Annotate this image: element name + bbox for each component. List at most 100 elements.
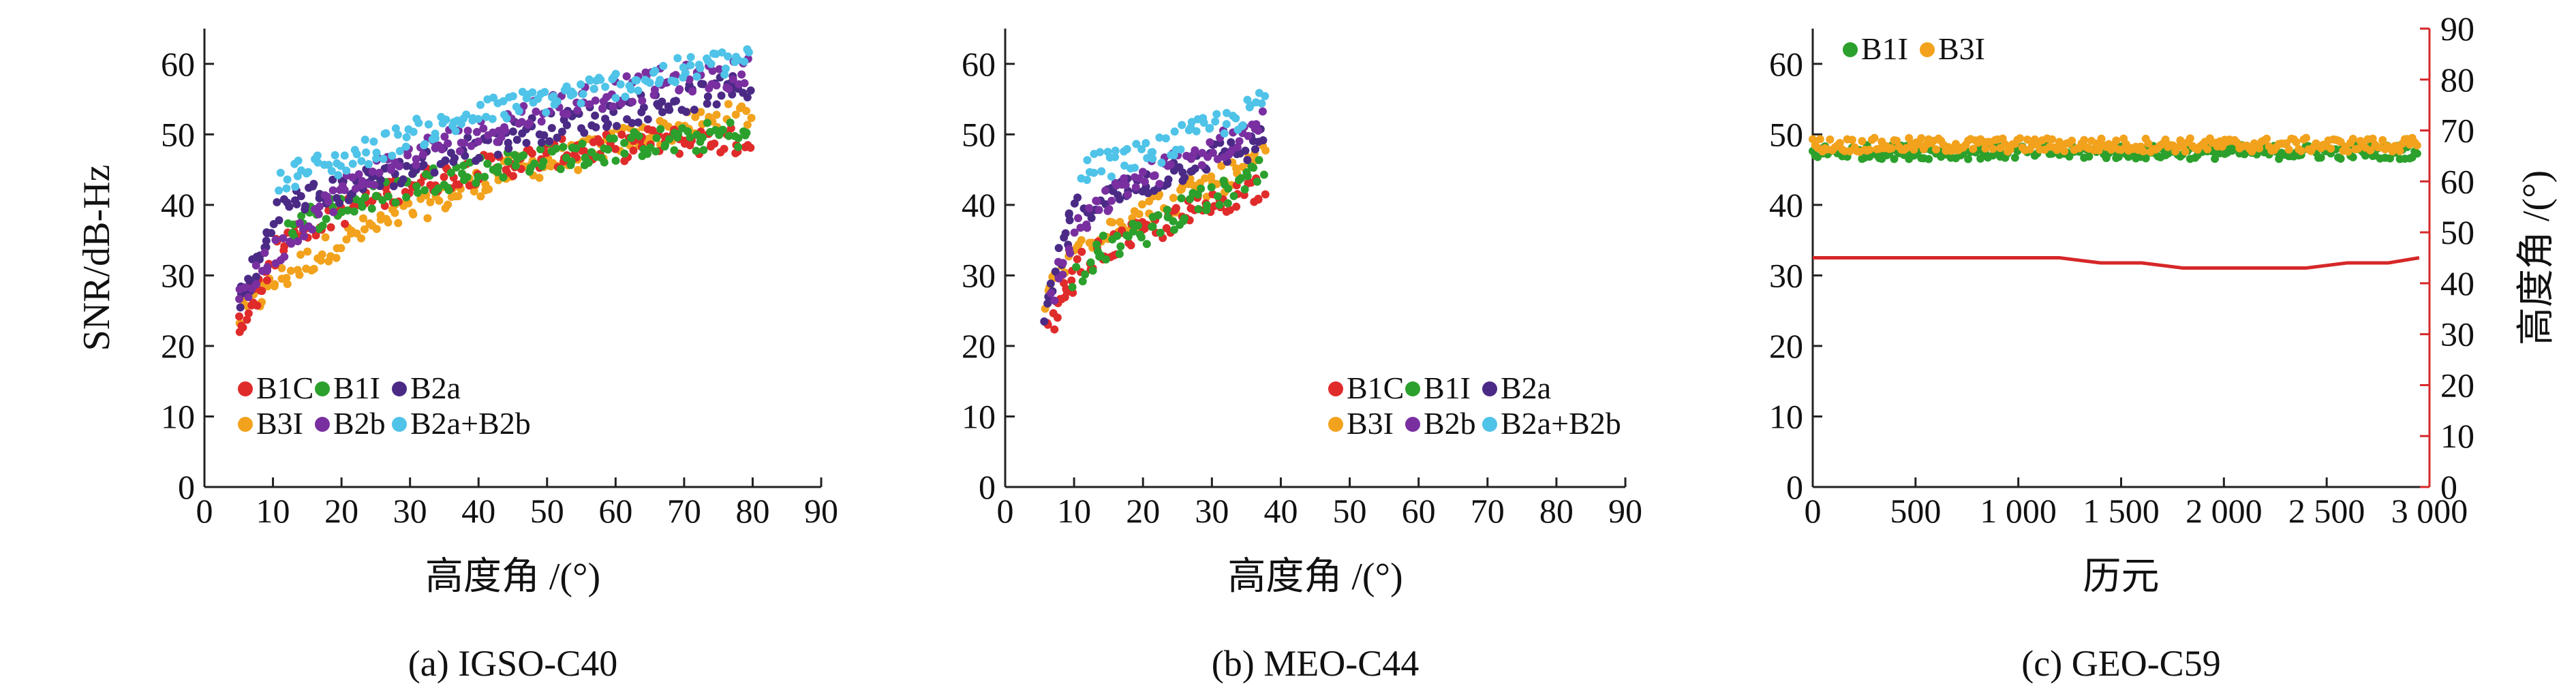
point-b2b — [1254, 126, 1263, 135]
x-tick-label: 1 500 — [2083, 492, 2160, 530]
point-b2a-b2b — [1132, 140, 1141, 148]
point-b2a-b2b — [611, 69, 620, 78]
point-b1i — [1142, 240, 1151, 249]
point-b1i — [651, 147, 660, 156]
point-b2a-b2b — [528, 88, 537, 97]
point-b3i — [2263, 134, 2271, 143]
point-b2b — [501, 126, 510, 135]
point-b2b — [348, 173, 357, 182]
point-b2b — [1213, 155, 1222, 163]
point-b2a-b2b — [1222, 120, 1231, 129]
point-b2b — [671, 71, 680, 80]
point-b2a-b2b — [681, 68, 690, 77]
point-b1i — [1194, 204, 1203, 213]
point-b1c — [243, 315, 251, 324]
point-b2b — [263, 263, 272, 272]
point-b2a-b2b — [1161, 134, 1170, 143]
point-b1i — [519, 151, 528, 160]
point-b3i — [2097, 134, 2106, 143]
y-tick-label: 40 — [962, 186, 996, 224]
x-tick-label: 0 — [196, 492, 213, 530]
point-b2a — [419, 161, 428, 170]
point-b3i — [1826, 135, 1835, 144]
x-tick-label: 1 000 — [1980, 492, 2057, 530]
point-b2b — [1155, 180, 1164, 189]
legend-marker-b2a-b2b — [392, 417, 407, 432]
point-b2a-b2b — [743, 45, 752, 54]
point-b2a-b2b — [324, 161, 333, 170]
point-b3i — [1870, 133, 1879, 142]
point-b2b — [357, 180, 366, 189]
legend-label: B1C — [1347, 371, 1404, 405]
point-b3i — [2327, 144, 2335, 153]
legend-marker-b3i — [1328, 417, 1343, 432]
point-b3i — [1932, 145, 1940, 154]
point-b2b — [241, 283, 249, 292]
point-b3i — [2001, 140, 2010, 148]
point-b3i — [1847, 136, 1856, 144]
point-b2a-b2b — [482, 112, 491, 121]
legend-label: B1I — [1861, 31, 1908, 66]
point-b2a-b2b — [1082, 176, 1091, 185]
y-tick-label: 50 — [161, 115, 195, 153]
point-b2a-b2b — [402, 133, 411, 142]
point-b2b — [715, 65, 724, 74]
point-b3i — [1135, 210, 1144, 219]
x-tick-label: 3 000 — [2391, 492, 2468, 530]
point-b3i — [1865, 145, 1874, 154]
point-b1c — [1261, 190, 1270, 199]
point-b2a-b2b — [696, 64, 705, 73]
point-b1i — [1129, 227, 1137, 236]
point-b2a — [273, 198, 281, 206]
y-tick-label: 60 — [962, 45, 996, 83]
legend-label: B3I — [256, 406, 303, 441]
x-axis-title: 历元 — [2083, 556, 2160, 598]
point-b2a — [389, 182, 398, 191]
point-b3i — [1989, 144, 1997, 153]
point-b1i — [2211, 155, 2220, 163]
point-b3i — [357, 234, 366, 242]
point-b2b — [685, 75, 694, 84]
point-b2a-b2b — [327, 167, 336, 176]
point-b2a-b2b — [334, 171, 343, 180]
point-b1i — [2316, 153, 2325, 162]
point-b2a-b2b — [1090, 168, 1099, 177]
point-b2a-b2b — [707, 59, 716, 68]
point-b2a-b2b — [1231, 114, 1240, 123]
point-b1i — [413, 189, 422, 198]
point-b2a-b2b — [350, 146, 359, 155]
point-b2a-b2b — [649, 68, 658, 77]
point-b3i — [747, 114, 756, 123]
point-b2a-b2b — [313, 158, 322, 167]
point-b1i — [372, 191, 381, 200]
point-b2a-b2b — [703, 54, 711, 63]
point-b2b — [294, 237, 303, 246]
point-b2a-b2b — [369, 137, 378, 146]
point-b3i — [696, 108, 705, 116]
point-b1i — [1255, 155, 1263, 164]
point-b2a-b2b — [313, 151, 322, 160]
point-b3i — [691, 112, 700, 121]
point-b2a-b2b — [711, 50, 720, 59]
point-b3i — [360, 225, 369, 234]
point-b1c — [527, 149, 536, 158]
point-b2a-b2b — [364, 160, 373, 169]
point-b2a-b2b — [671, 78, 679, 86]
point-b2a-b2b — [489, 93, 497, 102]
point-b3i — [1261, 146, 1270, 155]
point-b2b — [474, 137, 482, 146]
point-b2a — [430, 168, 439, 177]
point-b2a — [1087, 213, 1096, 222]
point-b2a-b2b — [331, 151, 339, 159]
legend: B1C B1I B2a B3I B2b B2a+B2b — [238, 371, 531, 441]
point-b2a-b2b — [502, 114, 511, 123]
y-right-tick-label: 10 — [2440, 417, 2474, 455]
point-b2a — [592, 123, 600, 131]
x-axis-title: 高度角 /(°) — [425, 556, 600, 598]
point-b2a-b2b — [372, 148, 381, 157]
point-b2a — [547, 124, 556, 133]
point-b1i — [559, 142, 568, 151]
point-b3i — [2060, 146, 2069, 155]
point-b1i — [1237, 174, 1246, 183]
